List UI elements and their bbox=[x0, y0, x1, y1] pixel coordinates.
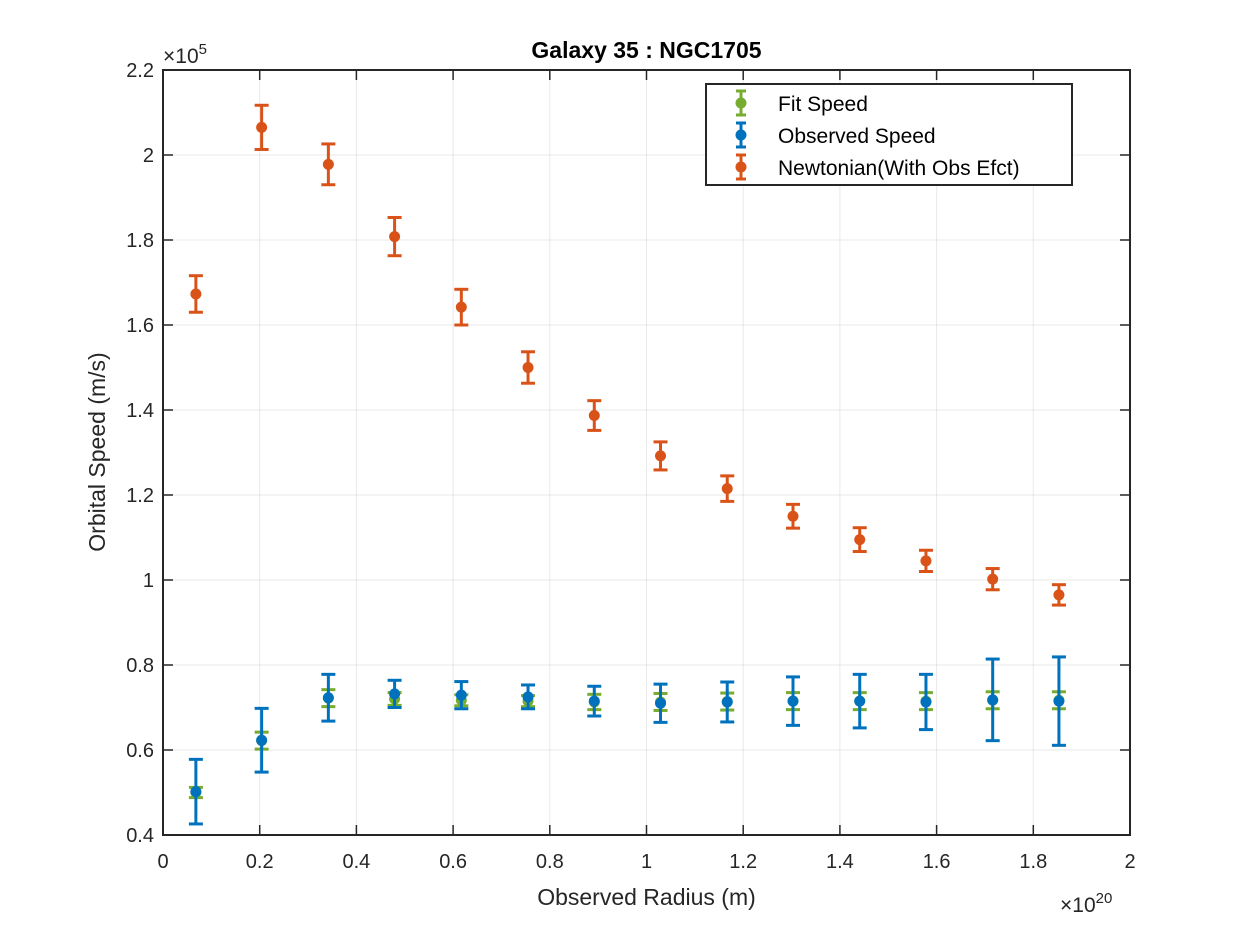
data-point bbox=[522, 691, 534, 703]
x-axis-label: Observed Radius (m) bbox=[537, 884, 756, 910]
legend-marker bbox=[735, 97, 747, 109]
y-tick-label: 2.2 bbox=[126, 60, 154, 82]
x-tick-label: 1.4 bbox=[826, 851, 854, 873]
data-point bbox=[455, 301, 467, 313]
legend-box bbox=[705, 83, 1073, 186]
axes-box bbox=[162, 69, 1131, 836]
data-point bbox=[655, 697, 667, 709]
data-point bbox=[787, 695, 799, 707]
y-tick-label: 1.8 bbox=[126, 230, 154, 252]
data-point bbox=[787, 510, 799, 522]
data-point bbox=[920, 555, 932, 567]
data-point bbox=[256, 734, 268, 746]
data-point bbox=[588, 695, 600, 707]
data-point bbox=[256, 121, 268, 133]
x-tick-label: 0.6 bbox=[439, 851, 467, 873]
legend-marker bbox=[735, 161, 747, 173]
x-exponent-base: ×10 bbox=[1060, 894, 1096, 917]
y-tick-label: 1.4 bbox=[126, 400, 154, 422]
chart-title: Galaxy 35 : NGC1705 bbox=[531, 37, 761, 63]
series-observed-speed bbox=[188, 655, 1066, 826]
data-point bbox=[455, 689, 467, 701]
x-axis-exponent: ×1020 bbox=[1060, 890, 1112, 917]
data-series bbox=[188, 103, 1066, 826]
data-point bbox=[1053, 589, 1065, 601]
y-tick-label: 2 bbox=[143, 145, 154, 167]
x-tick-label: 0 bbox=[157, 851, 168, 873]
y-tick-label: 0.8 bbox=[126, 655, 154, 677]
data-point bbox=[854, 695, 866, 707]
x-tick-label: 0.4 bbox=[342, 851, 370, 873]
data-point bbox=[389, 231, 401, 243]
data-point bbox=[322, 158, 334, 170]
data-point bbox=[987, 573, 999, 585]
x-tick-label: 1.8 bbox=[1019, 851, 1047, 873]
x-tick-label: 1 bbox=[641, 851, 652, 873]
x-tick-label: 1.2 bbox=[729, 851, 757, 873]
y-tick-label: 0.6 bbox=[126, 740, 154, 762]
series-newtonian-with-obs-efct bbox=[188, 103, 1066, 607]
y-tick-label: 1.6 bbox=[126, 315, 154, 337]
legend-label: Fit Speed bbox=[778, 93, 868, 116]
data-point bbox=[322, 692, 334, 704]
data-point bbox=[655, 450, 667, 462]
x-tick-label: 2 bbox=[1124, 851, 1135, 873]
data-point bbox=[920, 696, 932, 708]
y-tick-label: 1.2 bbox=[126, 485, 154, 507]
x-tick-label: 0.2 bbox=[246, 851, 274, 873]
y-tick-label: 0.4 bbox=[126, 825, 154, 847]
x-exponent-power: 20 bbox=[1096, 890, 1113, 907]
data-point bbox=[190, 786, 202, 798]
data-point bbox=[721, 483, 733, 495]
data-point bbox=[854, 534, 866, 546]
data-point bbox=[987, 694, 999, 706]
y-axis-exponent: ×105 bbox=[163, 41, 207, 68]
data-point bbox=[389, 688, 401, 700]
data-point bbox=[721, 696, 733, 708]
legend-label: Newtonian(With Obs Efct) bbox=[778, 157, 1020, 180]
data-point bbox=[522, 362, 534, 373]
x-tick-label: 0.8 bbox=[536, 851, 564, 873]
y-tick-label: 1 bbox=[143, 570, 154, 592]
y-axis-label: Orbital Speed (m/s) bbox=[84, 352, 110, 551]
data-point bbox=[1053, 695, 1065, 707]
y-exponent-power: 5 bbox=[199, 41, 207, 58]
legend: Fit Speed Observed Speed Newtonian(With Ob… bbox=[705, 83, 1073, 186]
legend-label: Observed Speed bbox=[778, 125, 936, 148]
legend-marker bbox=[735, 129, 747, 141]
x-tick-label: 1.6 bbox=[923, 851, 951, 873]
data-point bbox=[588, 410, 600, 422]
data-point bbox=[190, 288, 202, 300]
y-exponent-base: ×10 bbox=[163, 45, 199, 68]
